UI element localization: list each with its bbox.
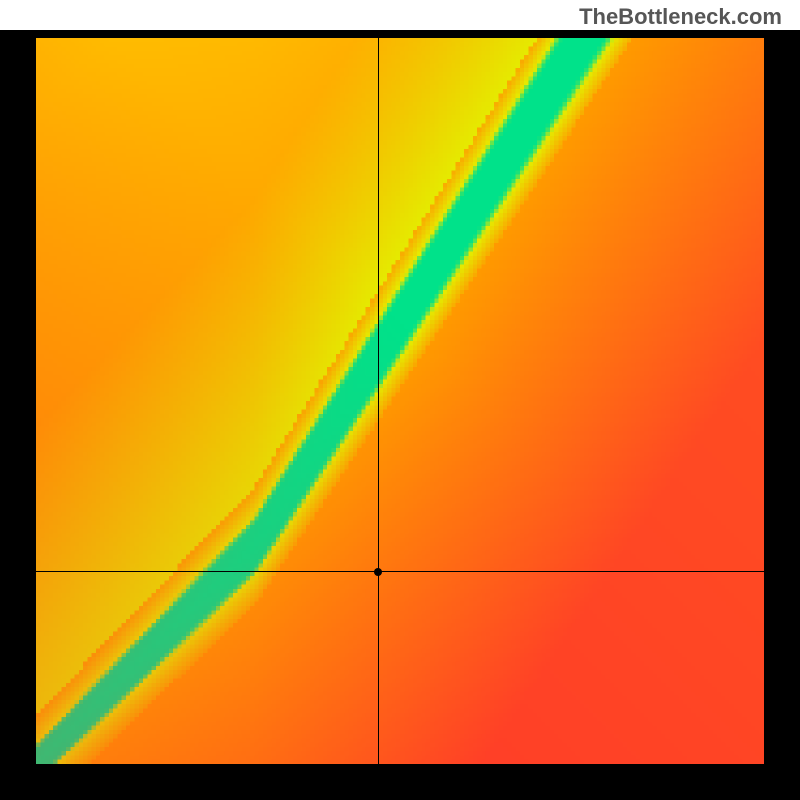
crosshair-horizontal: [36, 571, 764, 572]
bottleneck-heatmap: [36, 38, 764, 764]
crosshair-vertical: [378, 38, 379, 764]
watermark-text: TheBottleneck.com: [579, 4, 782, 30]
chart-outer-frame: [0, 30, 800, 800]
marker-dot: [374, 568, 382, 576]
heatmap-plot-area: [36, 38, 764, 764]
